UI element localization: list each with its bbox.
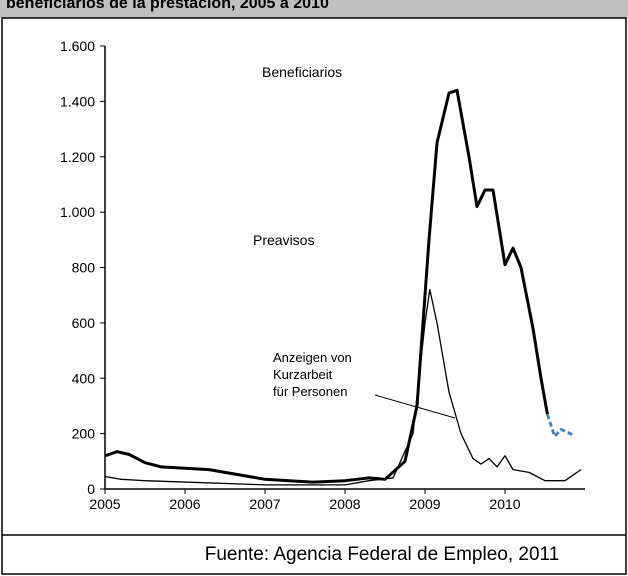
y-tick-label: 0: [87, 481, 95, 497]
series-line: [104, 88, 549, 484]
series-line: [545, 413, 574, 438]
x-tick-label: 2006: [169, 496, 200, 512]
y-tick-label: 1.600: [60, 38, 95, 54]
x-tick-label: 2005: [89, 496, 120, 512]
x-tick-label: 2010: [489, 496, 520, 512]
series-line: [104, 289, 582, 486]
x-tick-label: 2007: [249, 496, 280, 512]
y-tick-label: 1.000: [60, 204, 95, 220]
annotation: Anzeigen von Kurzarbeit für Personen: [273, 350, 352, 399]
header-band: [0, 0, 628, 18]
source: Fuente: Agencia Federal de Empleo, 2011: [205, 544, 560, 565]
y-tick-label: 800: [72, 260, 96, 276]
y-tick-label: 600: [72, 315, 96, 331]
y-tick-label: 1.200: [60, 149, 95, 165]
series-label: Preavisos: [253, 232, 314, 248]
annotation-pointer: [374, 394, 456, 419]
series-label: Beneficiarios: [262, 64, 342, 80]
x-tick-label: 2009: [409, 496, 440, 512]
chart-title: beneficiarios de la prestación, 2005 a 2…: [6, 0, 329, 12]
y-tick-label: 1.400: [60, 93, 95, 109]
x-tick-label: 2008: [329, 496, 360, 512]
frame: [1, 17, 627, 575]
y-tick-label: 200: [72, 426, 96, 442]
y-tick-label: 400: [72, 370, 96, 386]
